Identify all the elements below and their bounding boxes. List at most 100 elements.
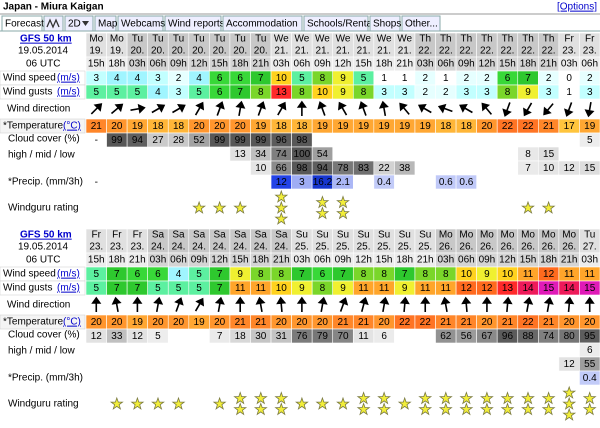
cloud-high-value: 12: [91, 331, 103, 342]
tab-label[interactable]: Forecast: [5, 19, 44, 30]
cloud-high-value: 56: [461, 331, 473, 342]
unit-link[interactable]: (m/s): [57, 283, 80, 294]
wind-gust-value: 9: [340, 283, 346, 294]
wind-arrow: [151, 104, 166, 114]
wind-speed-value: 3: [93, 73, 99, 84]
cloud-low-value: 83: [358, 163, 370, 174]
hour-label: 18h: [396, 255, 413, 266]
arrow-shape: [502, 102, 512, 117]
star: [315, 195, 330, 209]
rating-stars: [397, 396, 412, 410]
tab[interactable]: [303, 15, 369, 32]
temperature-value: 20: [214, 121, 226, 132]
wind-gust-value: 15: [543, 283, 555, 294]
hour-label: 06h: [150, 59, 167, 70]
day-label: Fr: [133, 230, 143, 241]
wind-speed-value: 10: [276, 73, 288, 84]
wind-speed-value: 4: [176, 269, 182, 280]
day-label: Tu: [152, 34, 163, 45]
options-link[interactable]: [Options]: [557, 2, 597, 13]
unit-link[interactable]: (m/s): [57, 269, 80, 280]
wind-gust-value: 5: [155, 283, 161, 294]
date-label: 20.: [151, 46, 165, 57]
tab-label[interactable]: Wind reports: [168, 19, 225, 30]
wind-gust-value: 5: [196, 283, 202, 294]
tab[interactable]: [369, 15, 401, 32]
unit-link[interactable]: (m/s): [57, 87, 80, 98]
row-label: high / mid / low: [8, 346, 75, 357]
wind-arrow: [523, 296, 534, 313]
wind-arrow: [417, 104, 432, 114]
tab[interactable]: [401, 15, 441, 32]
date-label: 22.: [480, 46, 494, 57]
hour-label: 18h: [108, 59, 125, 70]
hour-label: 15h: [211, 59, 228, 70]
tab-label[interactable]: 2D: [68, 19, 81, 30]
star: [233, 391, 248, 405]
star: [541, 200, 556, 214]
date-label: 24.: [254, 242, 268, 253]
label-band: [0, 84, 86, 100]
date-label: 21.: [336, 46, 350, 57]
unit-link[interactable]: (°C): [63, 121, 81, 132]
unit-link[interactable]: (m/s): [57, 73, 80, 84]
tab-label[interactable]: Map: [98, 19, 118, 30]
arrow-shape: [440, 296, 451, 313]
temperature-value: 20: [214, 317, 226, 328]
star: [500, 391, 515, 405]
cloud-high-value: 76: [296, 331, 308, 342]
hour-label: 09h: [170, 59, 187, 70]
star: [315, 396, 330, 410]
arrow-shape: [459, 104, 473, 114]
wind-gust-value: 3: [546, 87, 552, 98]
temperature-value: 21: [337, 317, 349, 328]
day-label: Su: [419, 230, 431, 241]
tab-label[interactable]: Accommodation: [226, 19, 298, 30]
date-label: 26.: [459, 242, 473, 253]
precip-value: 2.1: [336, 177, 350, 188]
model-link[interactable]: GFS 50 km: [20, 230, 72, 241]
row-label: Windguru rating: [8, 203, 79, 214]
temperature-value: 20: [111, 121, 123, 132]
cloud-high-value: 94: [132, 135, 144, 146]
tab[interactable]: [1, 15, 43, 32]
cloud-low-value: 66: [276, 163, 288, 174]
day-label: Su: [316, 230, 328, 241]
row-label: Wind speed: [3, 269, 56, 280]
date-label: 20.: [130, 46, 144, 57]
wind-arrow: [338, 101, 348, 116]
wind-gust-value: 7: [217, 283, 223, 294]
model-link[interactable]: GFS 50 km: [20, 34, 72, 45]
tab[interactable]: [64, 15, 94, 32]
row-label: Wind direction: [7, 104, 70, 115]
arrow-shape: [172, 104, 186, 114]
wind-arrow: [481, 296, 492, 312]
star: [336, 195, 350, 209]
precip-value: -: [95, 177, 98, 188]
tab[interactable]: [222, 15, 303, 32]
tab[interactable]: [117, 15, 164, 32]
temperature-value: 21: [502, 317, 514, 328]
temperature-value: 21: [255, 317, 267, 328]
hour-label: 09h: [335, 255, 352, 266]
arrow-shape: [296, 100, 307, 116]
unit-link[interactable]: (°C): [63, 317, 81, 328]
star: [336, 396, 350, 410]
hour-label: 06h: [437, 59, 454, 70]
date-label: 24.: [233, 242, 247, 253]
tab-label[interactable]: Other...: [405, 19, 438, 30]
wave-icon-tab[interactable]: [43, 15, 64, 32]
temperature-value: 19: [317, 121, 329, 132]
wind-gust-value: 5: [176, 283, 182, 294]
tab-label[interactable]: Webcams: [121, 19, 165, 30]
tab[interactable]: [164, 15, 222, 32]
tab[interactable]: [94, 15, 117, 32]
wind-arrow: [256, 101, 266, 116]
wind-gust-value: 1: [566, 87, 572, 98]
cloud-high-value: -: [95, 135, 98, 146]
tab-label[interactable]: Shops: [373, 19, 401, 30]
wind-speed-value: 4: [114, 73, 120, 84]
tab-label[interactable]: Schools/Rentals: [307, 19, 379, 30]
row-label: Windguru rating: [8, 399, 79, 410]
day-label: Th: [461, 34, 473, 45]
